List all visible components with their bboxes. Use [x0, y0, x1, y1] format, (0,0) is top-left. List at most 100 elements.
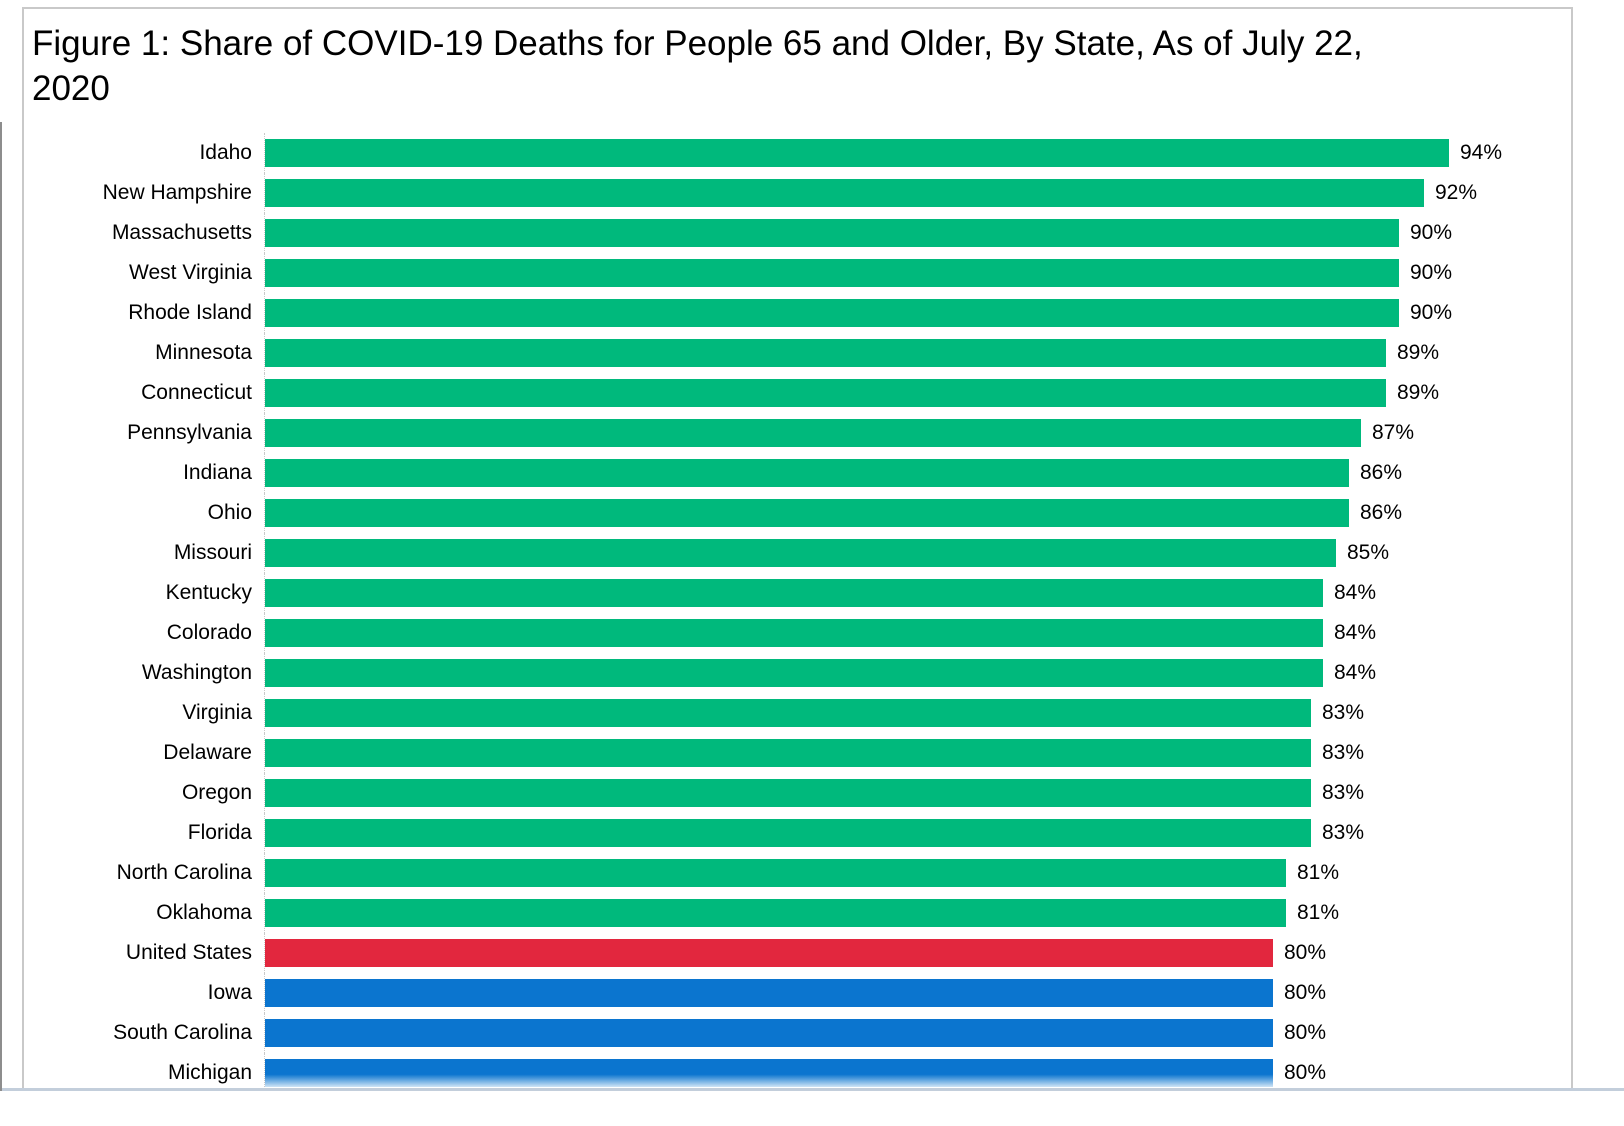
value-label: 90%: [1410, 221, 1453, 244]
figure-title-line-1: Figure 1: Share of COVID-19 Deaths for P…: [32, 24, 1363, 63]
bar: [265, 139, 1449, 167]
category-label: Oregon: [181, 781, 252, 804]
value-label: 87%: [1372, 421, 1415, 444]
bar-track: 80%: [264, 933, 1571, 973]
bar-track: 84%: [264, 573, 1571, 613]
bar-track: 84%: [264, 653, 1571, 693]
value-label: 90%: [1410, 301, 1453, 324]
bar-row: Virginia 83%: [24, 693, 1571, 733]
bar-track: 80%: [264, 973, 1571, 1013]
value-label: 84%: [1334, 581, 1377, 604]
bar-track: 83%: [264, 733, 1571, 773]
bar-track: 85%: [264, 533, 1571, 573]
bar: [265, 1059, 1273, 1087]
value-label: 80%: [1284, 981, 1327, 1004]
bar: [265, 339, 1386, 367]
category-label: United States: [125, 941, 252, 964]
value-label: 86%: [1360, 501, 1403, 524]
bar-row: Oregon 83%: [24, 773, 1571, 813]
value-label: 90%: [1410, 261, 1453, 284]
value-label: 89%: [1397, 341, 1440, 364]
bar: [265, 939, 1273, 967]
bar-track: 83%: [264, 773, 1571, 813]
bar-row: Washington 84%: [24, 653, 1571, 693]
value-label: 83%: [1322, 821, 1365, 844]
page-left-edge: [0, 122, 2, 1091]
bar-track: 80%: [264, 1013, 1571, 1053]
bar-row: Oklahoma 81%: [24, 893, 1571, 933]
category-label: Missouri: [173, 541, 252, 564]
bar-track: 86%: [264, 493, 1571, 533]
bar-row: Michigan 80%: [24, 1053, 1571, 1088]
category-label: Iowa: [207, 981, 252, 1004]
bar-row: Delaware 83%: [24, 733, 1571, 773]
bar-track: 87%: [264, 413, 1571, 453]
value-label: 83%: [1322, 741, 1365, 764]
value-label: 81%: [1297, 861, 1340, 884]
figure-card: Figure 1: Share of COVID-19 Deaths for P…: [22, 7, 1573, 1088]
category-label: Kentucky: [165, 581, 252, 604]
bar: [265, 699, 1311, 727]
bar-row: South Carolina 80%: [24, 1013, 1571, 1053]
bar-row: Iowa 80%: [24, 973, 1571, 1013]
value-label: 92%: [1435, 181, 1478, 204]
value-label: 80%: [1284, 1021, 1327, 1044]
bar-track: 90%: [264, 213, 1571, 253]
bar: [265, 219, 1399, 247]
bar-row: West Virginia 90%: [24, 253, 1571, 293]
bar: [265, 979, 1273, 1007]
bar-row: Rhode Island 90%: [24, 293, 1571, 333]
bar-track: 90%: [264, 293, 1571, 333]
value-label: 84%: [1334, 621, 1377, 644]
category-label: Rhode Island: [128, 301, 252, 324]
bar: [265, 659, 1323, 687]
category-label: Oklahoma: [156, 901, 252, 924]
bar-track: 90%: [264, 253, 1571, 293]
bar-row: Massachusetts 90%: [24, 213, 1571, 253]
bar-row: Indiana 86%: [24, 453, 1571, 493]
bar: [265, 899, 1286, 927]
value-label: 86%: [1360, 461, 1403, 484]
bar: [265, 539, 1336, 567]
bar: [265, 739, 1311, 767]
bar-track: 89%: [264, 373, 1571, 413]
bar: [265, 299, 1399, 327]
figure-title-line-2: 2020: [32, 69, 110, 108]
category-label: Connecticut: [141, 381, 252, 404]
value-label: 94%: [1460, 141, 1503, 164]
value-label: 89%: [1397, 381, 1440, 404]
category-label: Indiana: [183, 461, 252, 484]
category-label: Colorado: [166, 621, 252, 644]
bar-chart: Idaho 94% New Hampshire 92% Massachusett…: [24, 133, 1571, 1088]
category-label: Massachusetts: [111, 221, 252, 244]
category-label: Idaho: [199, 141, 252, 164]
bar: [265, 1019, 1273, 1047]
bar-row: Florida 83%: [24, 813, 1571, 853]
bar: [265, 819, 1311, 847]
bar-row: Missouri 85%: [24, 533, 1571, 573]
page-bottom-rule: [0, 1088, 1624, 1091]
bar: [265, 619, 1323, 647]
bar-track: 86%: [264, 453, 1571, 493]
bar-track: 80%: [264, 1053, 1571, 1088]
bar: [265, 499, 1349, 527]
bar-track: 94%: [264, 133, 1571, 173]
bar-row: Connecticut 89%: [24, 373, 1571, 413]
category-label: West Virginia: [129, 261, 252, 284]
value-label: 80%: [1284, 1061, 1327, 1084]
bar-row: Idaho 94%: [24, 133, 1571, 173]
bar: [265, 459, 1349, 487]
bar-track: 83%: [264, 813, 1571, 853]
bar: [265, 779, 1311, 807]
value-label: 83%: [1322, 781, 1365, 804]
value-label: 80%: [1284, 941, 1327, 964]
bar-row: United States 80%: [24, 933, 1571, 973]
value-label: 85%: [1347, 541, 1390, 564]
bar: [265, 419, 1361, 447]
category-label: Florida: [187, 821, 252, 844]
bar: [265, 259, 1399, 287]
bar: [265, 179, 1424, 207]
bar-track: 81%: [264, 893, 1571, 933]
category-label: Michigan: [167, 1061, 252, 1084]
category-label: Virginia: [182, 701, 252, 724]
